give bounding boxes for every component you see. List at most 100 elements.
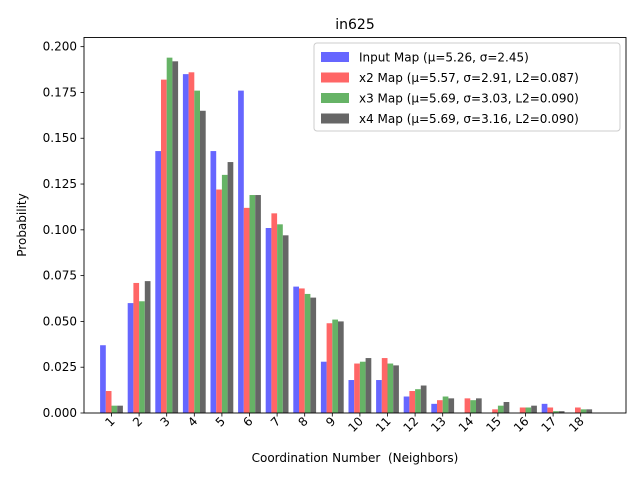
y-tick-label: 0.125 xyxy=(43,177,77,191)
bar-s1-4 xyxy=(182,74,189,413)
legend-swatch xyxy=(321,93,349,103)
bar-s1-9 xyxy=(320,361,327,413)
bar-s3-13 xyxy=(442,396,449,413)
legend-swatch xyxy=(321,52,349,62)
legend-swatch xyxy=(321,72,349,83)
x-tick-label: 11 xyxy=(373,414,394,435)
y-tick-label: 0.200 xyxy=(43,40,77,54)
bar-s2-9 xyxy=(326,323,333,413)
y-axis-label: Probability xyxy=(15,193,29,256)
x-tick-label: 16 xyxy=(511,414,532,435)
bar-s4-8 xyxy=(310,297,317,413)
bar-s4-12 xyxy=(420,385,427,413)
bar-s3-12 xyxy=(415,389,421,413)
bar-s3-4 xyxy=(194,90,200,414)
y-tick-label: 0.050 xyxy=(43,314,77,328)
x-axis: 1 2 3 4 5 6 7 8 9 10 11 12 13 14 15 16 17 18 xyxy=(102,413,587,435)
bar-s4-5 xyxy=(227,162,234,413)
bar-s1-2 xyxy=(127,303,134,413)
legend-label: Input Map (μ=5.26, σ=2.45) xyxy=(359,51,529,65)
bar-s4-16 xyxy=(531,405,537,413)
bar-s2-8 xyxy=(299,288,305,413)
bar-s1-17 xyxy=(541,403,548,413)
bars-layer xyxy=(100,57,593,414)
bar-s2-7 xyxy=(271,213,278,413)
bar-s1-3 xyxy=(155,151,161,413)
bar-s1-7 xyxy=(265,228,272,413)
x-tick-label: 1 xyxy=(102,414,117,429)
x-tick-label: 8 xyxy=(296,414,311,429)
bar-s1-5 xyxy=(210,151,217,413)
bar-s4-9 xyxy=(338,321,344,413)
bar-s2-14 xyxy=(464,398,471,413)
bar-s2-18 xyxy=(575,407,581,413)
x-tick-label: 15 xyxy=(483,414,504,435)
x-tick-label: 3 xyxy=(158,414,173,429)
bar-s2-4 xyxy=(188,72,195,414)
bar-s3-3 xyxy=(166,57,173,414)
chart-title: in625 xyxy=(335,17,374,33)
x-tick-label: 17 xyxy=(539,414,560,435)
legend-label: x4 Map (μ=5.69, σ=3.16, L2=0.090) xyxy=(359,112,579,126)
legend-label: x3 Map (μ=5.69, σ=3.03, L2=0.090) xyxy=(359,92,579,106)
y-tick-label: 0.100 xyxy=(43,223,77,237)
bar-s4-13 xyxy=(448,398,455,413)
bar-s4-15 xyxy=(503,402,510,413)
bar-s4-18 xyxy=(586,409,593,413)
x-tick-label: 7 xyxy=(268,414,283,429)
x-tick-label: 13 xyxy=(428,414,449,435)
bar-s3-18 xyxy=(580,409,587,413)
bar-s3-11 xyxy=(387,363,394,413)
bar-s2-16 xyxy=(519,407,526,413)
legend-box xyxy=(313,42,621,132)
bar-s2-2 xyxy=(133,282,140,413)
bar-s1-13 xyxy=(431,403,437,413)
bar-s2-11 xyxy=(381,358,388,413)
bar-s4-4 xyxy=(200,110,206,414)
bar-s4-6 xyxy=(255,195,261,413)
bar-s3-1 xyxy=(111,405,118,413)
bar-s1-10 xyxy=(348,380,355,413)
bar-s3-6 xyxy=(249,195,256,413)
bar-s3-7 xyxy=(277,224,283,413)
bar-s2-3 xyxy=(161,79,167,413)
legend: Input Map (μ=5.26, σ=2.45) x2 Map (μ=5.57… xyxy=(313,42,621,132)
y-tick-label: 0.150 xyxy=(43,131,77,145)
bar-s3-16 xyxy=(525,407,532,413)
y-axis: 0.000 0.025 0.050 0.075 0.100 0.125 0.150 0.175… xyxy=(43,40,84,420)
bar-s4-3 xyxy=(172,61,179,414)
bar-s4-11 xyxy=(393,365,399,413)
bar-s2-1 xyxy=(105,391,112,413)
bar-s1-12 xyxy=(403,396,410,413)
x-tick-label: 6 xyxy=(240,414,255,429)
bar-s2-12 xyxy=(409,391,416,413)
x-tick-label: 18 xyxy=(566,414,587,435)
y-tick-label: 0.000 xyxy=(43,406,77,420)
bar-s4-10 xyxy=(365,358,372,413)
bar-s1-8 xyxy=(293,286,299,413)
bar-s2-6 xyxy=(243,207,250,413)
legend-label: x2 Map (μ=5.57, σ=2.91, L2=0.087) xyxy=(359,71,579,85)
bar-s4-7 xyxy=(282,235,289,413)
plot-frame xyxy=(83,37,627,414)
x-tick-label: 9 xyxy=(323,414,338,429)
bar-s4-14 xyxy=(476,398,482,413)
bar-s4-1 xyxy=(117,405,123,413)
x-tick-label: 10 xyxy=(345,414,366,435)
bar-s3-9 xyxy=(332,319,338,413)
x-tick-label: 14 xyxy=(456,414,477,435)
x-axis-label: Coordination Number (Neighbors) xyxy=(252,451,459,465)
x-tick-label: 4 xyxy=(185,414,200,429)
bar-s3-14 xyxy=(470,400,476,413)
bar-s2-10 xyxy=(354,363,360,413)
y-tick-label: 0.075 xyxy=(43,269,77,283)
x-tick-label: 12 xyxy=(401,414,422,435)
bar-s1-11 xyxy=(376,380,382,413)
x-tick-label: 2 xyxy=(130,414,145,429)
bar-s2-5 xyxy=(216,189,222,413)
bar-s1-6 xyxy=(238,90,244,414)
bar-s2-17 xyxy=(547,407,554,413)
bar-s3-15 xyxy=(497,405,504,413)
bar-s2-15 xyxy=(492,409,498,413)
